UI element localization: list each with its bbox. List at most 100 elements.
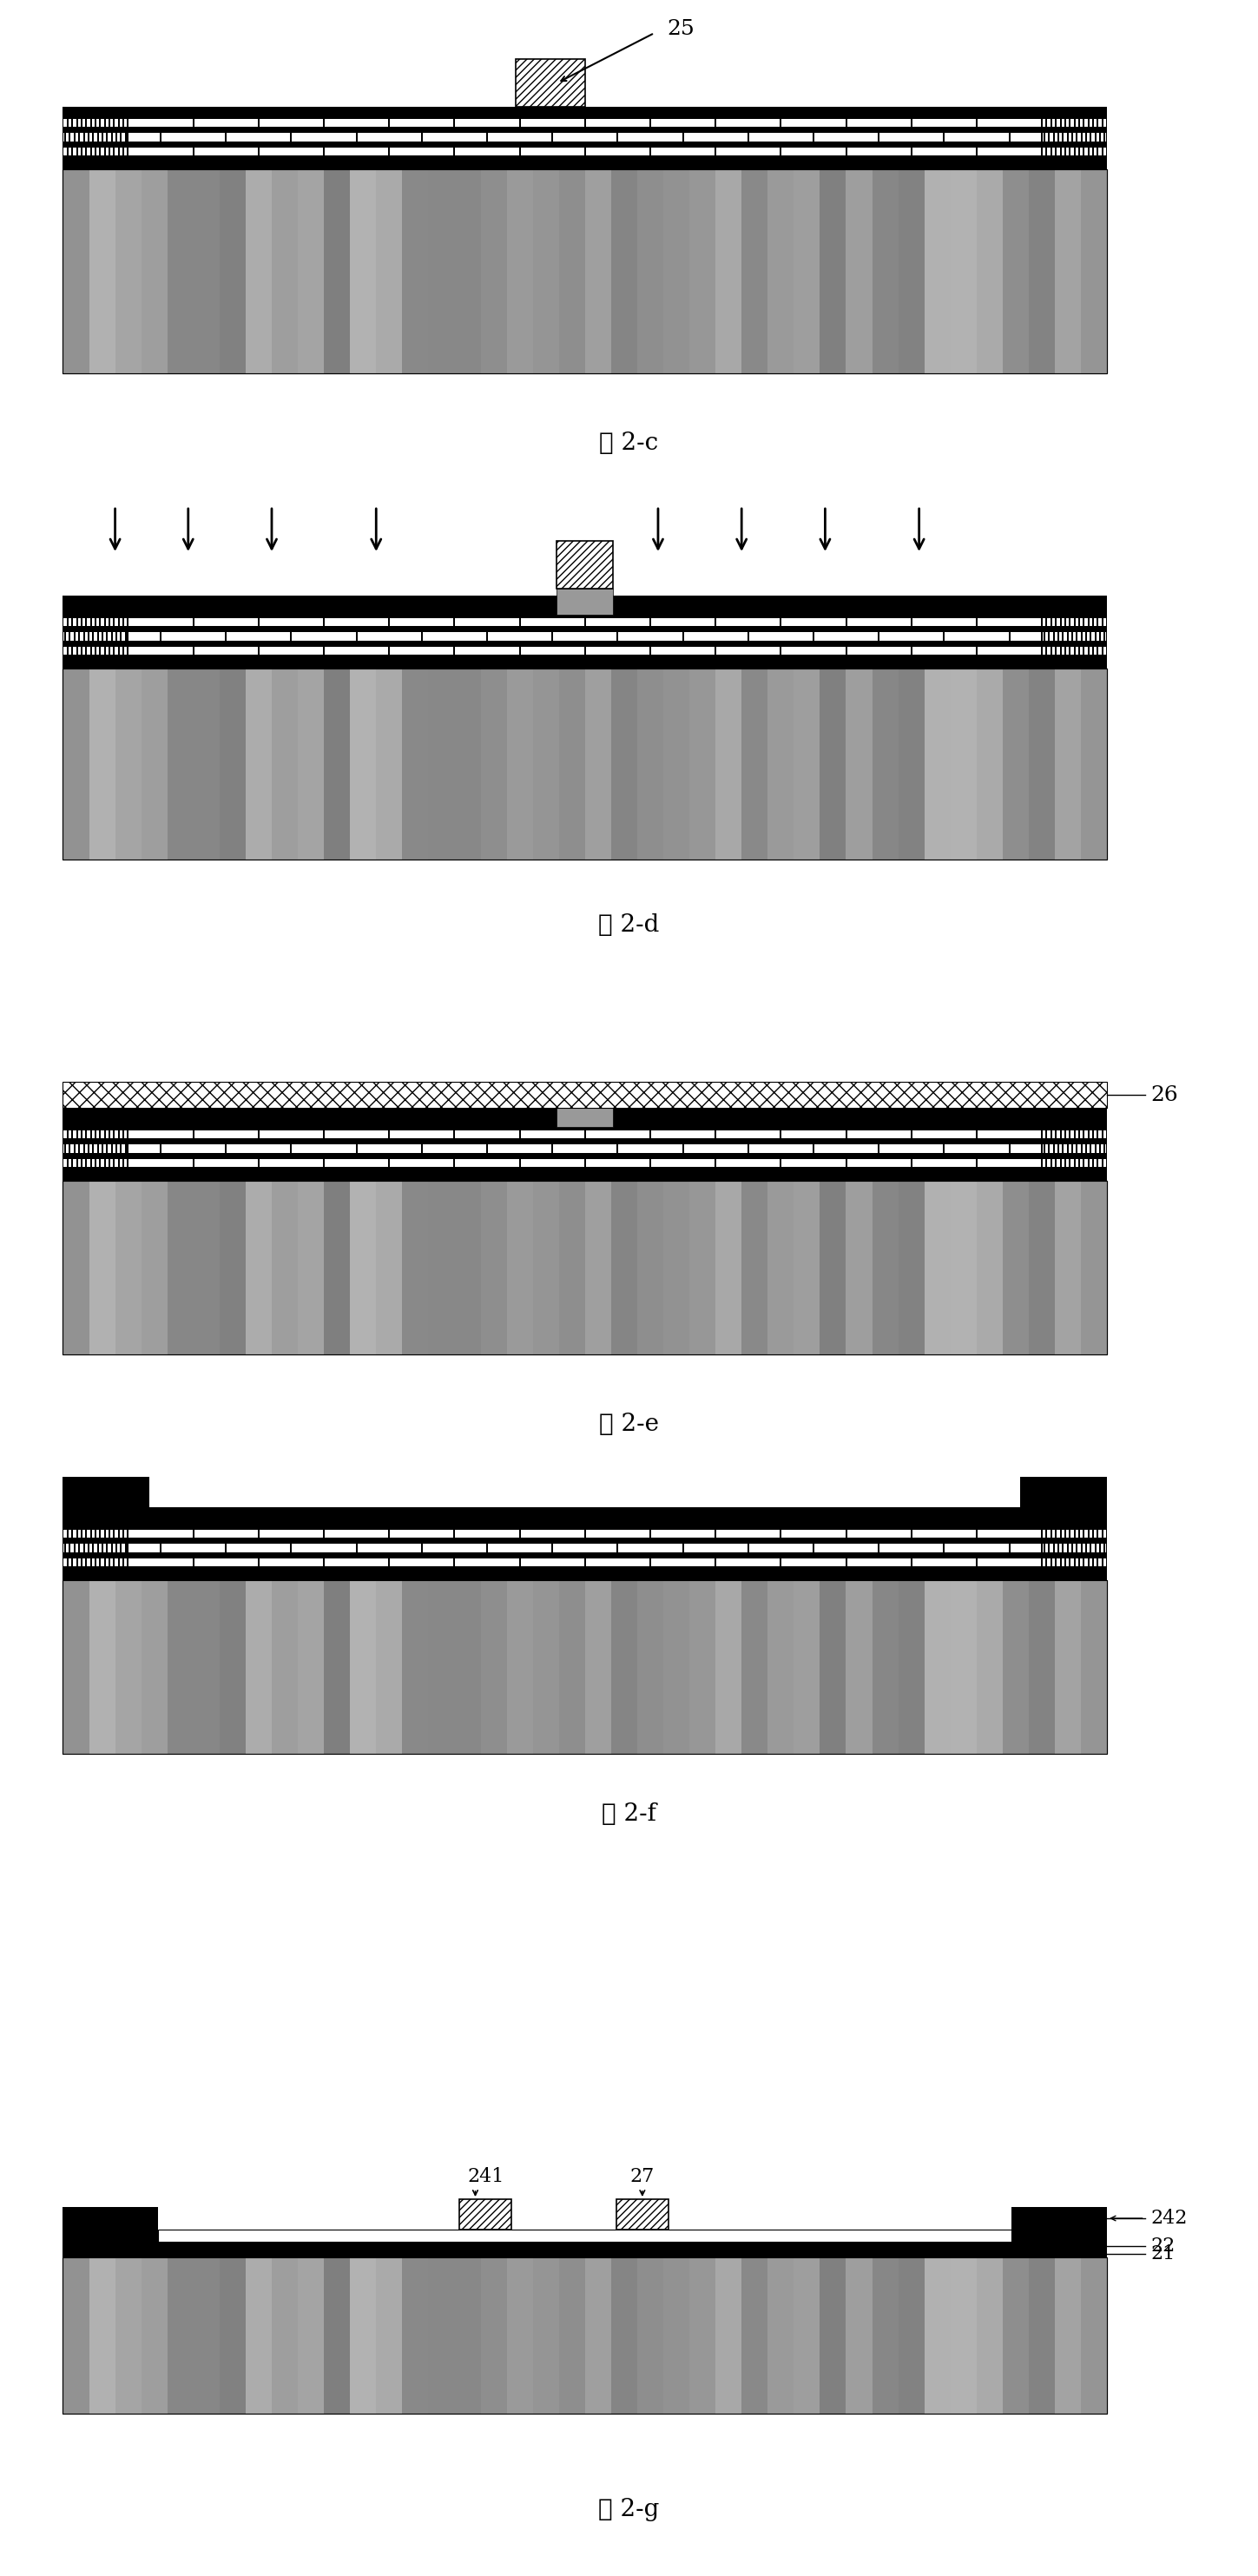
Bar bbox=[586, 1131, 649, 1139]
Bar bbox=[122, 1144, 125, 1151]
Bar bbox=[68, 147, 72, 155]
Bar bbox=[376, 670, 403, 860]
Bar bbox=[749, 631, 813, 641]
Bar bbox=[87, 1131, 89, 1139]
Bar bbox=[103, 1543, 106, 1553]
Bar bbox=[82, 1558, 86, 1566]
Bar bbox=[64, 1558, 67, 1566]
Bar bbox=[245, 1180, 272, 1355]
Bar bbox=[141, 2257, 167, 2414]
Bar bbox=[845, 2257, 872, 2414]
Bar bbox=[1066, 1131, 1069, 1139]
Bar bbox=[67, 631, 69, 641]
Bar bbox=[120, 618, 122, 626]
Bar bbox=[976, 1579, 1003, 1754]
Bar bbox=[586, 1159, 649, 1167]
Bar bbox=[63, 616, 128, 657]
Bar bbox=[1073, 631, 1076, 641]
Bar bbox=[521, 1530, 584, 1538]
Bar bbox=[70, 1144, 74, 1151]
Bar bbox=[945, 134, 1009, 142]
Bar bbox=[1076, 1159, 1078, 1167]
Bar bbox=[1029, 1579, 1054, 1754]
Bar bbox=[114, 118, 118, 126]
Bar bbox=[925, 1180, 951, 1355]
Bar bbox=[89, 134, 92, 142]
Bar bbox=[128, 1126, 1042, 1170]
Bar bbox=[1103, 647, 1106, 654]
Bar bbox=[89, 631, 92, 641]
Bar bbox=[652, 118, 715, 126]
Bar bbox=[663, 1579, 689, 1754]
Bar bbox=[1003, 1579, 1029, 1754]
Bar bbox=[245, 170, 272, 374]
Bar bbox=[652, 647, 715, 654]
Bar bbox=[616, 2200, 668, 2231]
Bar bbox=[87, 1558, 89, 1566]
Bar bbox=[1078, 1543, 1081, 1553]
Bar bbox=[586, 647, 649, 654]
Bar bbox=[75, 134, 78, 142]
Bar bbox=[390, 1530, 454, 1538]
Bar bbox=[292, 631, 356, 641]
Bar bbox=[141, 1180, 167, 1355]
Bar bbox=[1068, 631, 1072, 641]
Bar bbox=[390, 1558, 454, 1566]
Bar bbox=[1081, 1558, 1083, 1566]
Bar bbox=[82, 647, 86, 654]
Bar bbox=[84, 1543, 88, 1553]
Bar bbox=[652, 618, 715, 626]
Bar bbox=[103, 1144, 106, 1151]
Bar bbox=[1101, 1543, 1103, 1553]
Bar bbox=[428, 1579, 454, 1754]
Bar bbox=[977, 118, 1042, 126]
Bar bbox=[488, 134, 551, 142]
Bar bbox=[128, 1131, 192, 1139]
Bar bbox=[716, 170, 742, 374]
Bar bbox=[1049, 1144, 1053, 1151]
Bar bbox=[454, 2257, 481, 2414]
Bar bbox=[684, 1543, 747, 1553]
Bar bbox=[1048, 618, 1050, 626]
Bar bbox=[128, 118, 192, 126]
Bar bbox=[872, 170, 898, 374]
Bar bbox=[872, 2257, 898, 2414]
Text: 26: 26 bbox=[1151, 1084, 1179, 1105]
Bar bbox=[120, 1159, 122, 1167]
Bar bbox=[1011, 2208, 1107, 2241]
Bar bbox=[68, 1558, 72, 1566]
Bar bbox=[1094, 618, 1097, 626]
Bar bbox=[63, 1476, 150, 1507]
Bar bbox=[455, 618, 518, 626]
Bar bbox=[781, 1558, 845, 1566]
Bar bbox=[84, 631, 88, 641]
Bar bbox=[1064, 134, 1067, 142]
Bar bbox=[1062, 147, 1064, 155]
Bar bbox=[357, 134, 421, 142]
Bar bbox=[689, 1579, 716, 1754]
Bar bbox=[194, 170, 219, 374]
Bar bbox=[1068, 134, 1072, 142]
Bar bbox=[89, 1180, 116, 1355]
Bar bbox=[847, 147, 911, 155]
Bar bbox=[1094, 1530, 1097, 1538]
Bar bbox=[63, 1579, 89, 1754]
Bar bbox=[1103, 1558, 1106, 1566]
Bar bbox=[1003, 170, 1029, 374]
Bar bbox=[1071, 118, 1073, 126]
Bar bbox=[1103, 118, 1106, 126]
Bar bbox=[879, 1144, 944, 1151]
Bar bbox=[977, 147, 1042, 155]
Bar bbox=[1048, 118, 1050, 126]
Bar bbox=[1071, 1131, 1073, 1139]
Bar bbox=[94, 1144, 97, 1151]
Bar bbox=[63, 657, 1107, 670]
Bar bbox=[63, 160, 1107, 170]
Bar bbox=[97, 1558, 99, 1566]
Bar bbox=[120, 1530, 122, 1538]
Bar bbox=[521, 1131, 584, 1139]
Bar bbox=[1089, 647, 1092, 654]
Bar bbox=[879, 1543, 944, 1553]
Bar bbox=[1101, 1144, 1103, 1151]
Bar bbox=[521, 147, 584, 155]
